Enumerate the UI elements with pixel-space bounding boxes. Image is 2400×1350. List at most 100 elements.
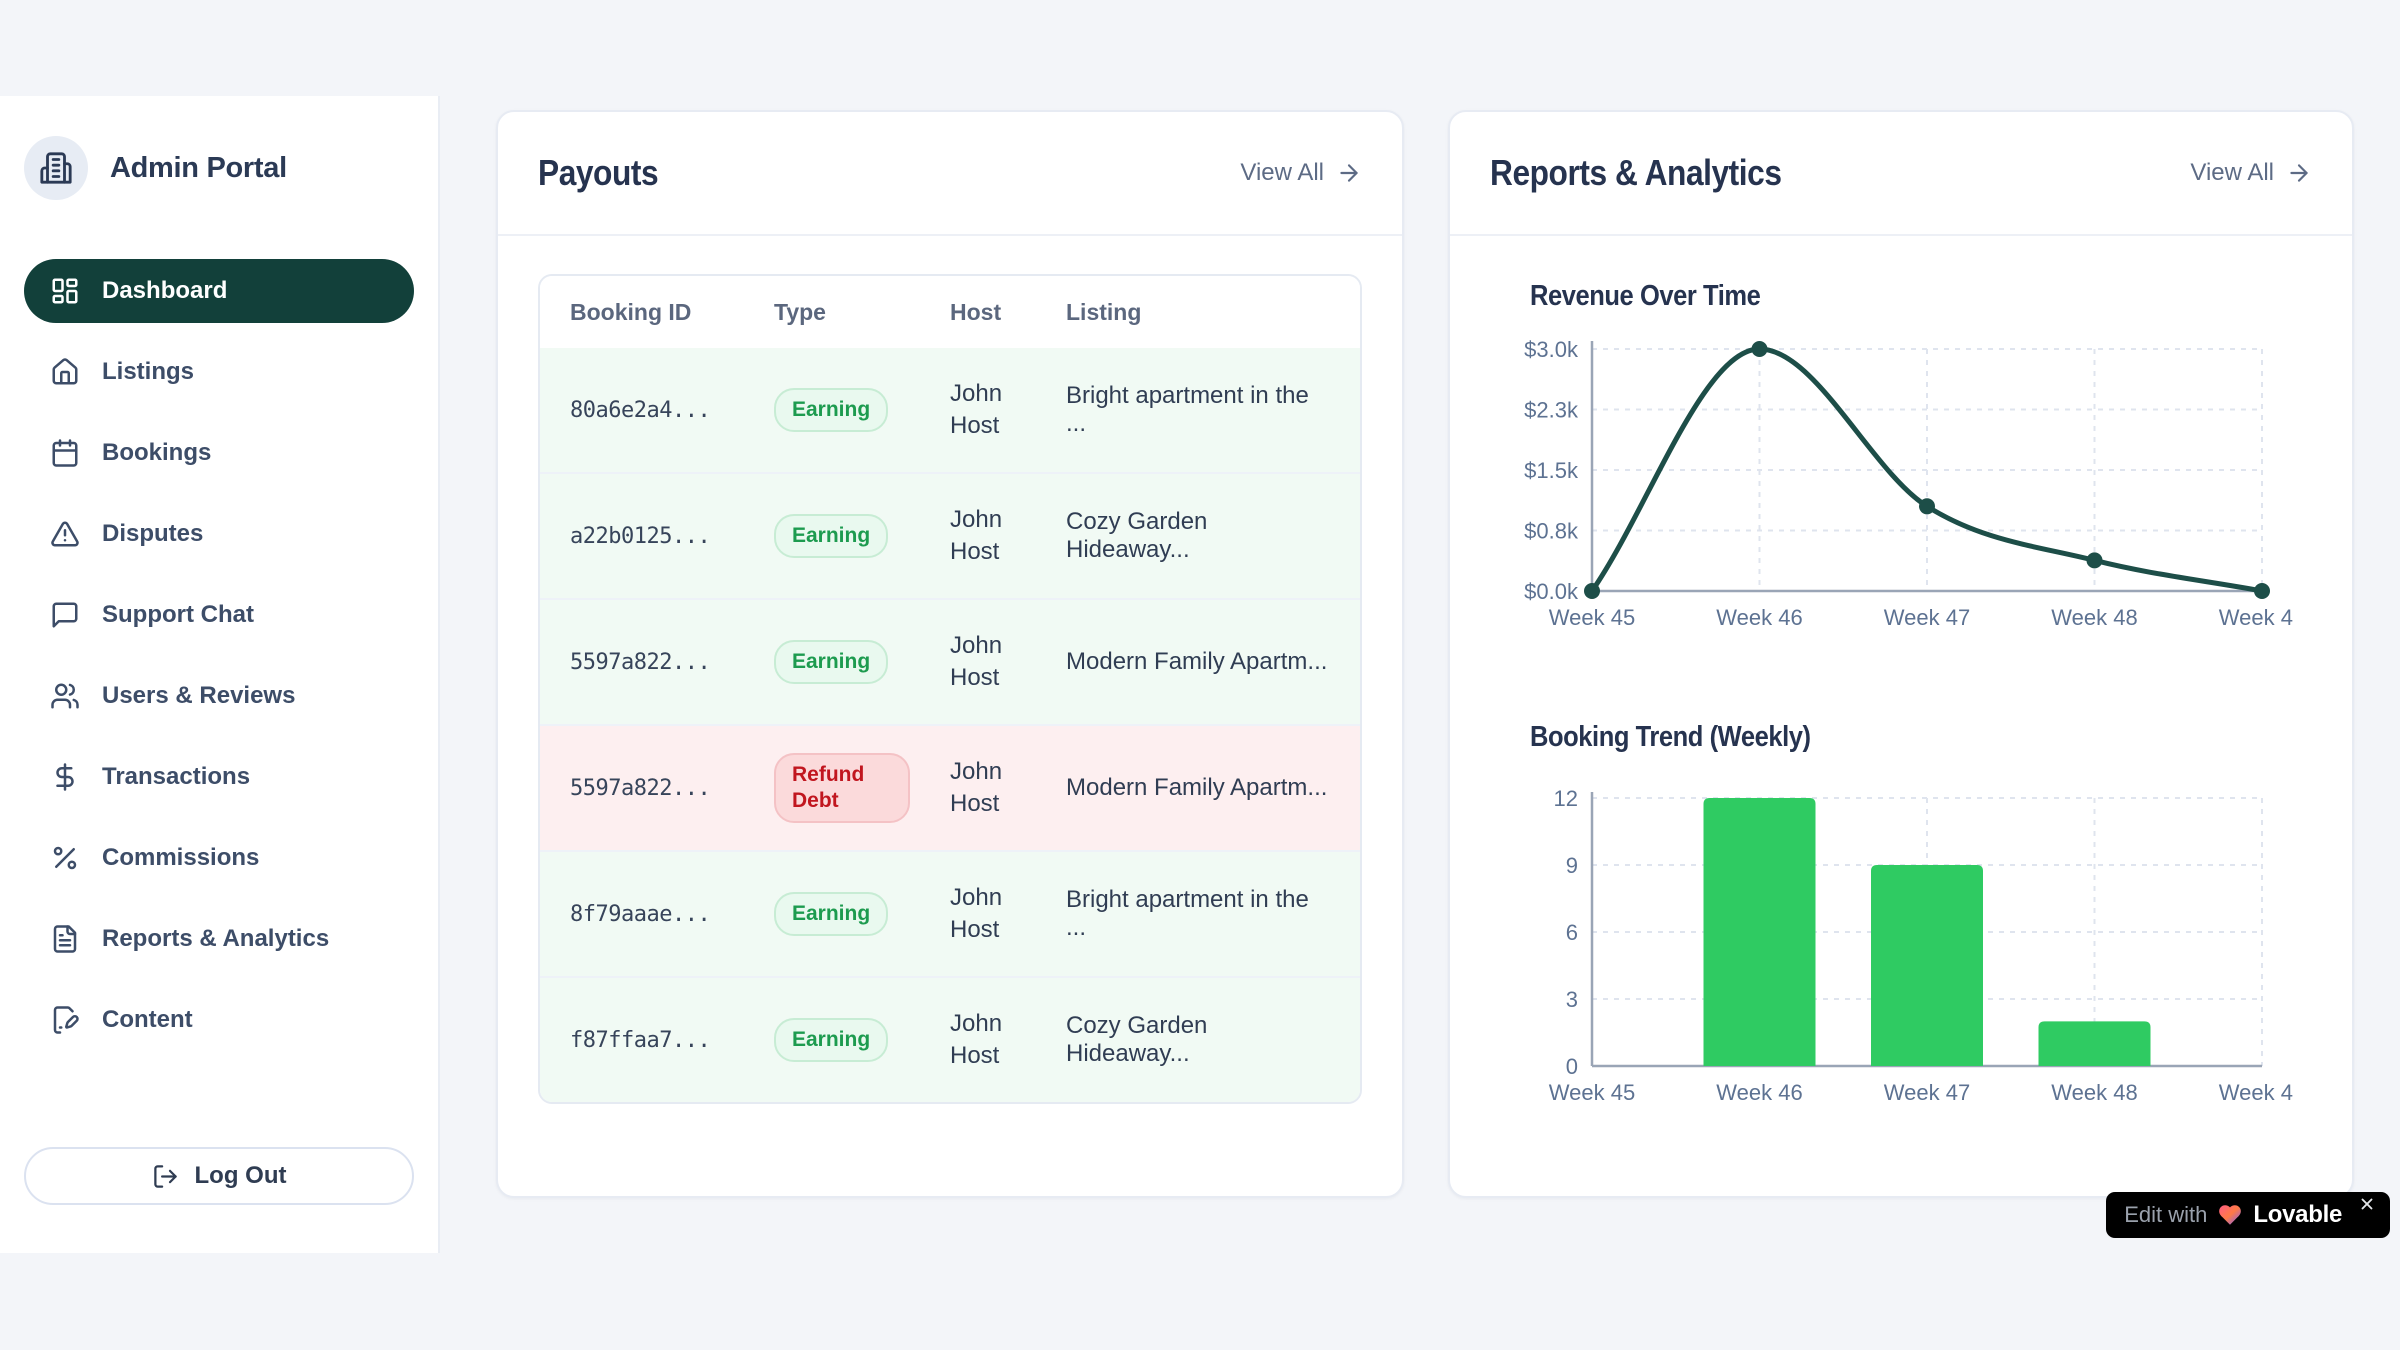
svg-text:Week 46: Week 46 (1716, 1080, 1802, 1104)
revenue-chart-title: Revenue Over Time (1530, 280, 1761, 312)
log-out-button[interactable]: Log Out (24, 1147, 414, 1205)
sidebar-item-label: Commissions (102, 844, 260, 871)
alert-triangle-icon (51, 521, 79, 547)
listing-cell: Bright apartment in the ... (1066, 382, 1309, 437)
sidebar-item-label: Listings (102, 358, 195, 385)
svg-text:0: 0 (1566, 1054, 1578, 1079)
host-cell: John Host (950, 379, 1003, 439)
reports-card-header: Reports & Analytics View All (1450, 112, 2352, 236)
svg-text:6: 6 (1566, 920, 1578, 945)
arrow-right-icon (1340, 164, 1358, 182)
sidebar-item-label: Dashboard (102, 277, 228, 304)
sidebar-nav: Dashboard Listings Bookings Disputes Sup… (24, 259, 414, 1052)
message-square-icon (52, 602, 78, 628)
type-badge: Earning (774, 1017, 889, 1063)
sidebar-item-disputes[interactable]: Disputes (24, 502, 414, 566)
host-cell: John Host (950, 631, 1003, 691)
file-text-icon (53, 925, 77, 953)
type-cell: Earning (774, 513, 942, 559)
sidebar-item-label: Transactions (102, 763, 251, 790)
host-cell: John Host (950, 505, 1003, 565)
listing-cell: Modern Family Apartm... (1066, 648, 1328, 675)
dashboard-icon (52, 278, 78, 304)
booking-chart-title: Booking Trend (Weekly) (1530, 721, 1811, 753)
svg-text:$0.0k: $0.0k (1524, 579, 1579, 604)
listing-cell: Bright apartment in the ... (1066, 886, 1309, 941)
booking-id-cell: 5597a822... (570, 775, 711, 801)
payouts-table: Booking ID Type Host Listing 80a6e2a4...… (538, 274, 1362, 1104)
payouts-table-header: Booking ID Type Host Listing (540, 276, 1360, 348)
type-badge: Earning (774, 513, 889, 559)
sidebar-item-dashboard[interactable]: Dashboard (24, 259, 414, 323)
svg-text:$2.3k: $2.3k (1524, 398, 1579, 423)
sidebar-item-reports-analytics[interactable]: Reports & Analytics (24, 907, 414, 971)
svg-text:$3.0k: $3.0k (1524, 337, 1579, 362)
type-cell: Refund Debt (774, 752, 942, 824)
sidebar-item-label: Support Chat (102, 601, 254, 628)
table-row[interactable]: 5597a822... Refund Debt John Host Modern Fa… (540, 724, 1360, 850)
booking-id-cell: 8f79aaae... (570, 901, 711, 927)
sidebar-item-label: Content (102, 1006, 193, 1033)
type-cell: Earning (774, 891, 942, 937)
svg-text:$0.8k: $0.8k (1524, 519, 1579, 544)
payouts-card: Payouts View All Booking ID Type Host Li… (496, 110, 1404, 1198)
type-cell: Earning (774, 1017, 942, 1063)
sidebar-item-users-reviews[interactable]: Users & Reviews (24, 664, 414, 728)
booking-id-cell: a22b0125... (570, 523, 711, 549)
close-icon[interactable] (2358, 1195, 2376, 1218)
svg-text:Week 49: Week 49 (2219, 1080, 2294, 1104)
svg-text:9: 9 (1566, 853, 1578, 878)
sidebar-item-support-chat[interactable]: Support Chat (24, 583, 414, 647)
sidebar-item-content[interactable]: Content (24, 988, 414, 1052)
host-cell: John Host (950, 1009, 1003, 1069)
host-cell: John Host (950, 883, 1003, 943)
table-row[interactable]: 8f79aaae... Earning John Host Bright apartm… (540, 850, 1360, 976)
svg-text:Week 48: Week 48 (2051, 605, 2137, 630)
svg-text:Week 49: Week 49 (2219, 605, 2294, 630)
log-out-icon (153, 1164, 177, 1188)
table-row[interactable]: f87ffaa7... Earning John Host Cozy Garden H… (540, 976, 1360, 1102)
sidebar-item-label: Disputes (102, 520, 204, 547)
reports-view-all-link[interactable]: View All (2190, 159, 2312, 187)
table-row[interactable]: a22b0125... Earning John Host Cozy Garden H… (540, 472, 1360, 598)
log-out-label: Log Out (194, 1162, 287, 1189)
sidebar-item-commissions[interactable]: Commissions (24, 826, 414, 890)
table-row[interactable]: 5597a822... Earning John Host Modern Family… (540, 598, 1360, 724)
payouts-card-header: Payouts View All (498, 112, 1402, 236)
sidebar-item-bookings[interactable]: Bookings (24, 421, 414, 485)
reports-card: Reports & Analytics View All Revenue Ove… (1448, 110, 2354, 1198)
svg-text:Week 47: Week 47 (1884, 605, 1970, 630)
listing-cell: Cozy Garden Hideaway... (1066, 508, 1208, 563)
svg-text:12: 12 (1554, 786, 1578, 811)
type-badge: Earning (774, 387, 889, 433)
listing-cell: Modern Family Apartm... (1066, 774, 1328, 801)
building-icon (24, 136, 88, 200)
revenue-line-chart: $0.0k $0.8k $1.5k $2.3k $3.0k Week 45 Week 46 W… (1524, 337, 2294, 630)
booking-id-cell: f87ffaa7... (570, 1027, 711, 1053)
payouts-view-all-link[interactable]: View All (1240, 159, 1362, 187)
column-header-type: Type (774, 298, 826, 325)
table-row[interactable]: 80a6e2a4... Earning John Host Bright apartm… (540, 348, 1360, 472)
arrow-right-icon (2290, 164, 2308, 182)
reports-title: Reports & Analytics (1490, 152, 1782, 193)
file-pen-icon (53, 1006, 79, 1034)
home-icon (52, 358, 78, 385)
lovable-badge-prefix: Edit with (2124, 1202, 2208, 1227)
users-icon (51, 683, 79, 709)
svg-text:3: 3 (1566, 987, 1578, 1012)
svg-text:Week 46: Week 46 (1716, 605, 1802, 630)
listing-cell: Cozy Garden Hideaway... (1066, 1012, 1208, 1067)
type-cell: Earning (774, 387, 942, 433)
sidebar-item-transactions[interactable]: Transactions (24, 745, 414, 809)
sidebar-item-listings[interactable]: Listings (24, 340, 414, 404)
lovable-badge[interactable]: Edit with Lovable (2106, 1192, 2390, 1238)
payouts-table-body: 80a6e2a4... Earning John Host Bright apartm… (540, 348, 1360, 1102)
dollar-icon (56, 763, 74, 791)
type-badge: Earning (774, 891, 889, 937)
booking-id-cell: 80a6e2a4... (570, 397, 711, 423)
app-title: Admin Portal (110, 151, 287, 184)
booking-trend-bar-chart: 0 3 6 9 12 Week 45 Week 46 Week 47 Week 48 Week 4… (1549, 786, 2294, 1104)
sidebar: Admin Portal Dashboard Listings Bookings… (0, 96, 440, 1253)
sidebar-item-label: Users & Reviews (102, 682, 296, 709)
